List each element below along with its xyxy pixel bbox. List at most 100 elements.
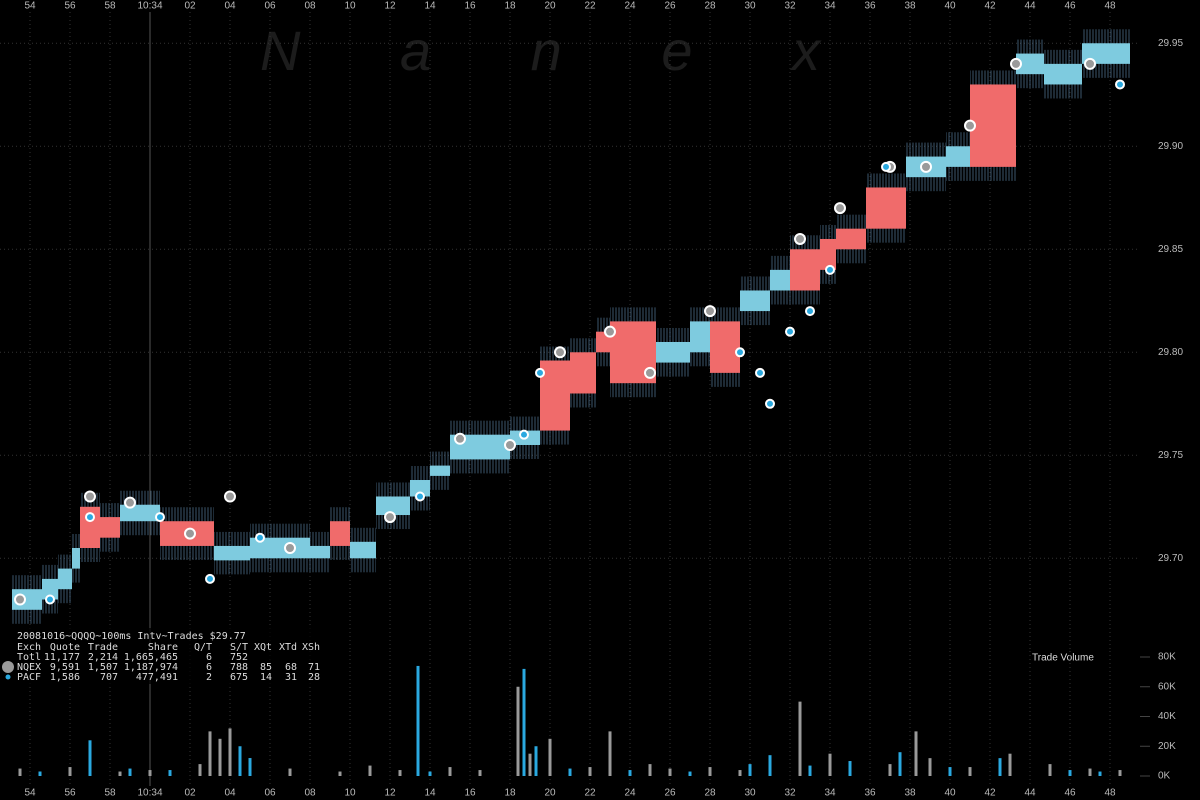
x-tick-label: 32 [784,788,796,799]
x-tick-label: 38 [904,788,916,799]
x-tick-label: 42 [984,788,996,799]
x-tick-label: 30 [744,1,756,12]
trade-point [794,232,806,245]
stats-cell: 14 [260,672,272,683]
quote-band [376,496,410,516]
x-tick-label: 18 [504,1,516,12]
x-tick-label: 30 [744,788,756,799]
x-tick-label: 58 [104,788,116,799]
volume-bar [238,746,242,776]
volume-bar [968,767,972,776]
quote-band [656,341,690,363]
quote-band [710,321,740,373]
quote-band [430,465,450,476]
trade-point [224,490,236,503]
volume-bar [748,764,752,776]
volume-bar [18,768,22,776]
x-tick-label: 54 [24,788,36,799]
stats-cell: 85 [260,662,272,673]
y-tick-label: 29.85 [1158,244,1183,255]
x-tick-label: 32 [784,1,796,12]
stats-header: Share [148,642,178,653]
volume-bar [1088,768,1092,776]
x-tick-label: 10:34 [137,1,162,12]
stats-cell: 788 [230,662,248,673]
volume-bar [198,764,202,776]
stats-cell: 6 [206,652,212,663]
x-tick-label: 44 [1024,788,1036,799]
volume-bar [1048,764,1052,776]
quote-band [596,331,610,353]
stats-cell: 1,586 [50,672,80,683]
x-tick-label: 04 [224,1,236,12]
volume-bar [288,768,292,776]
volume-bar [948,767,952,776]
volume-bar [798,701,802,776]
x-tick-label: 20 [544,1,556,12]
volume-bar [522,668,526,776]
x-tick-label: 46 [1064,1,1076,12]
trade-point [704,305,716,318]
trade-point [644,366,656,379]
stats-header: Quote [50,642,80,653]
volume-bar [398,770,402,776]
volume-bar [1008,753,1012,776]
volume-bar [338,771,342,776]
volume-bar [888,764,892,776]
quote-band [410,480,430,497]
y-tick-label: 29.90 [1158,141,1183,152]
x-tick-label: 22 [584,1,596,12]
trade-point [1115,79,1125,90]
trade-point [454,432,466,445]
quote-band [770,269,790,291]
x-tick-label: 44 [1024,1,1036,12]
trade-point [834,202,846,215]
x-tick-label: 24 [624,788,636,799]
trade-point [554,346,566,359]
volume-bar [88,740,92,776]
quote-band [100,517,120,538]
stats-cell: 31 [285,672,297,683]
x-tick-label: 58 [104,1,116,12]
x-tick-label: 38 [904,1,916,12]
volume-bar [218,738,222,776]
volume-bar [738,770,742,776]
volume-bar [118,771,122,776]
x-tick-label: 16 [464,788,476,799]
quote-band [1016,53,1044,75]
x-tick-label: 40 [944,788,956,799]
x-tick-label: 28 [704,788,716,799]
volume-bar [668,768,672,776]
stats-cell: 675 [230,672,248,683]
x-tick-label: 08 [304,1,316,12]
x-tick-label: 56 [64,788,76,799]
quote-band [1044,63,1082,85]
trade-point [124,496,136,509]
y-tick-label: 60K [1158,681,1176,692]
x-tick-label: 02 [184,788,196,799]
quote-band [740,290,770,312]
stats-cell: 1,665,465 [124,652,178,663]
y-tick-label: 40K [1158,711,1176,722]
stats-cell: 752 [230,652,248,663]
trade-point [604,325,616,338]
stats-cell: 6 [206,662,212,673]
x-tick-label: 08 [304,788,316,799]
trade-point [1084,57,1096,70]
stats-header: XSh [302,642,320,653]
stats-header: Q/T [194,642,212,653]
volume-title: Trade Volume [1032,653,1094,664]
trade-point [84,490,96,503]
x-tick-label: 12 [384,1,396,12]
quote-band [866,187,906,229]
volume-bar [708,767,712,776]
quote-band [820,238,836,270]
quote-band [250,537,310,559]
x-tick-label: 12 [384,788,396,799]
trade-point [155,512,165,523]
x-tick-label: 40 [944,1,956,12]
stats-backdrop [0,628,330,684]
x-tick-label: 02 [184,1,196,12]
quote-band [330,521,350,546]
